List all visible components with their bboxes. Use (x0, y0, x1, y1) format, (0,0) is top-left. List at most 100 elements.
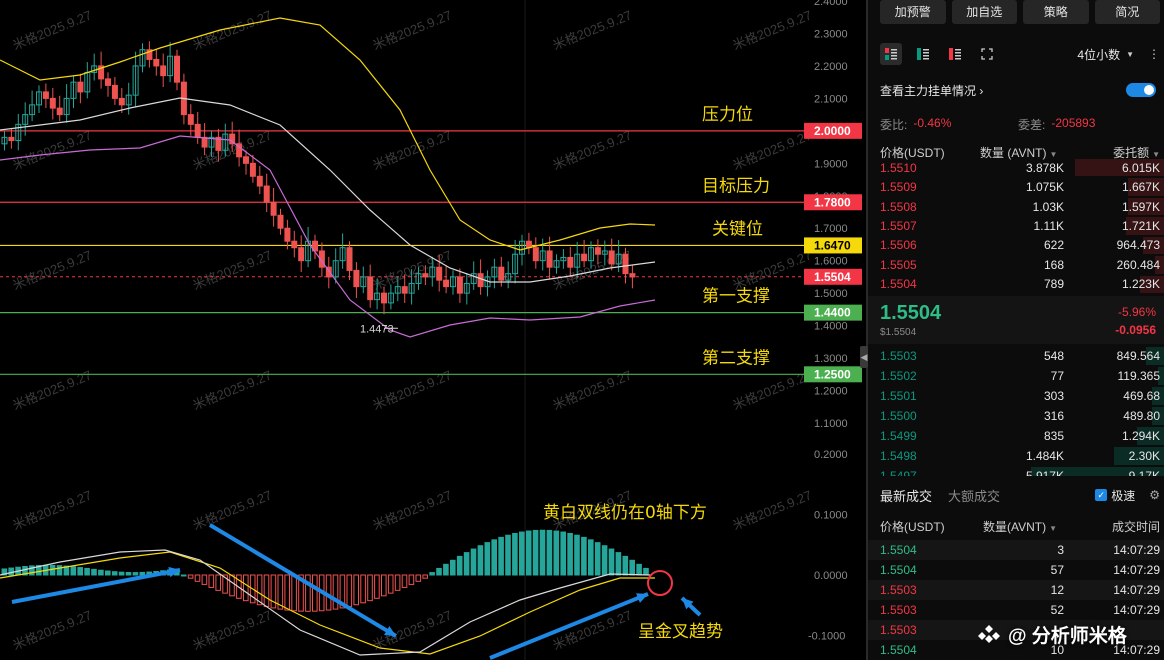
watermark-text: 米格2025.9.27 (11, 607, 94, 652)
ask-price: 1.5509 (880, 180, 917, 195)
settings-icon[interactable]: ⚙ (1149, 488, 1160, 502)
bid-row[interactable]: 1.5500 316 489.80 (868, 406, 1164, 426)
orderbook-both-icon[interactable] (880, 43, 902, 65)
level-tag (804, 194, 862, 211)
bid-total: 9.17K (1128, 469, 1160, 476)
fast-mode-checkbox[interactable]: ✓ 极速 (1095, 487, 1135, 504)
candle-body (622, 253, 629, 275)
macd-histogram-bar (353, 574, 359, 606)
ask-row[interactable]: 1.5505 168 260.484 (868, 255, 1164, 274)
candle-body (615, 253, 622, 265)
watermark-text: 米格2025.9.27 (191, 607, 274, 652)
macd-histogram-bar (422, 574, 428, 579)
price-change: -0.0956 (1115, 323, 1156, 337)
level-label: 关键位 (712, 219, 763, 239)
trade-price: 1.5504 (880, 563, 917, 577)
bid-price: 1.5497 (880, 469, 917, 476)
bid-row[interactable]: 1.5499 835 1.294K (868, 426, 1164, 446)
macd-histogram-bar (436, 567, 442, 576)
orderbook-bids-icon[interactable] (912, 43, 934, 65)
ask-row[interactable]: 1.5510 3.878K 6.015K (868, 158, 1164, 177)
main-order-label[interactable]: 查看主力挂单情况 › (880, 82, 983, 99)
macd-histogram-bar (539, 529, 546, 576)
candle-body (270, 201, 277, 216)
macd-histogram-bar (70, 566, 77, 576)
ask-row[interactable]: 1.5506 622 964.473 (868, 236, 1164, 255)
bid-row[interactable]: 1.5497 5.917K 9.17K (868, 466, 1164, 476)
macd-histogram-bar (360, 574, 366, 604)
macd-histogram-bar (636, 563, 642, 576)
candle-body (574, 253, 581, 268)
ask-row[interactable]: 1.5504 789 1.223K (868, 275, 1164, 294)
candle-body (512, 253, 519, 275)
macd-histogram-bar (1, 568, 8, 576)
bid-price: 1.5503 (880, 349, 917, 363)
candle-body (394, 286, 401, 294)
bid-qty: 835 (1043, 429, 1064, 443)
tab-large-trades[interactable]: 大额成交 (948, 488, 1001, 504)
ob-qty-header[interactable]: 数量 (AVNT) ▼ (980, 144, 1070, 160)
ask-qty: 1.03K (1032, 199, 1064, 214)
tr-qty-header-text: 数量(AVNT) (982, 520, 1047, 534)
ask-price: 1.5510 (880, 160, 917, 175)
candle-body (56, 107, 63, 116)
collapse-handle-icon[interactable]: ◀ (860, 346, 868, 368)
ask-row[interactable]: 1.5507 1.11K 1.721K (868, 216, 1164, 235)
level-tag-text: 1.4400 (814, 306, 851, 320)
macd-tick-label: 0.0000 (814, 570, 848, 582)
expand-icon[interactable] (976, 43, 998, 65)
macd-histogram-bar (298, 574, 304, 612)
tab-latest-trades[interactable]: 最新成交 (880, 488, 933, 504)
ask-price: 1.5507 (880, 219, 917, 234)
panel-divider[interactable] (866, 0, 868, 660)
bid-price: 1.5500 (880, 409, 917, 423)
last-price-block[interactable]: 1.5504 $1.5504 -5.96% -0.0956 (868, 296, 1164, 344)
watermark-text: 米格2025.9.27 (371, 487, 454, 532)
bid-row[interactable]: 1.5498 1.484K 2.30K (868, 446, 1164, 466)
y-tick-label: 1.1000 (814, 418, 848, 430)
watermark-text: 米格2025.9.27 (731, 127, 814, 172)
cross-annotation: 呈金叉趋势 (638, 622, 723, 642)
strategy-button[interactable]: 策略 (1023, 0, 1089, 24)
candle-body (167, 55, 174, 77)
watermark-text: 米格2025.9.27 (11, 127, 94, 172)
bid-price: 1.5502 (880, 369, 917, 383)
macd-histogram-bar (284, 574, 290, 611)
orderbook-asks-icon[interactable] (944, 43, 966, 65)
bid-row[interactable]: 1.5503 548 849.564 (868, 346, 1164, 366)
watermark-text: 米格2025.9.27 (11, 487, 94, 532)
bid-row[interactable]: 1.5502 77 119.365 (868, 366, 1164, 386)
ask-row[interactable]: 1.5509 1.075K 1.667K (868, 177, 1164, 196)
ask-row[interactable]: 1.5508 1.03K 1.597K (868, 197, 1164, 216)
more-icon[interactable]: ⋮ (1148, 47, 1160, 61)
candle-body (560, 256, 567, 262)
summary-button[interactable]: 简况 (1094, 0, 1160, 24)
candle-body (470, 273, 477, 284)
candle-body (243, 156, 249, 164)
add-watchlist-button[interactable]: 加自选 (951, 0, 1017, 24)
ob-total-header[interactable]: 委托额 ▼ (1070, 144, 1160, 160)
arrow-up-left-head (168, 566, 180, 578)
decimals-select[interactable]: 4位小数 ▼ ⋮ (1077, 46, 1160, 63)
tr-qty-header[interactable]: 数量(AVNT) ▼ (970, 518, 1070, 534)
bid-row[interactable]: 1.5501 303 469.68 (868, 386, 1164, 406)
macd-histogram-bar (346, 574, 353, 607)
macd-histogram-bar (374, 574, 380, 599)
depth-bar (1152, 407, 1164, 425)
kline-chart[interactable]: 米格2025.9.27 米格2025.9.27 米格2025.9.27 米格2025.… (0, 0, 866, 660)
macd-histogram-bar (8, 567, 14, 576)
ask-total: 1.223K (1121, 277, 1160, 292)
candle-body (339, 247, 346, 262)
chart-canvas[interactable]: 米格2025.9.27 米格2025.9.27 米格2025.9.27 米格2025.… (0, 0, 866, 660)
trade-time: 14:07:29 (1113, 563, 1160, 577)
trade-time: 14:07:29 (1113, 643, 1160, 657)
y-tick-label: 2.2000 (814, 61, 848, 73)
candle-body (215, 136, 222, 151)
macd-histogram-bar (201, 574, 208, 585)
main-order-toggle[interactable] (1126, 83, 1156, 97)
depth-bar (1128, 178, 1164, 196)
bid-price: 1.5499 (880, 429, 917, 443)
macd-histogram-bar (546, 529, 553, 576)
add-alert-button[interactable]: 加预警 (880, 0, 946, 24)
watermark-text: 米格2025.9.27 (551, 127, 634, 172)
